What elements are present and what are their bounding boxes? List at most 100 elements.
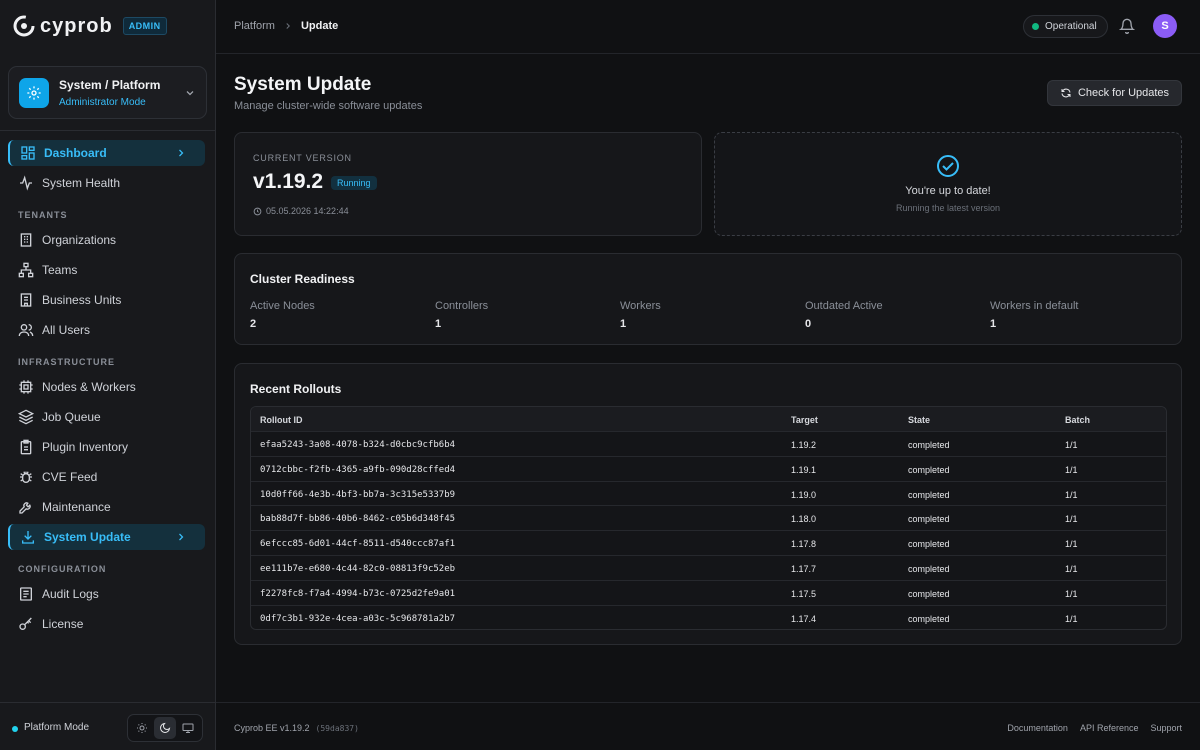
rollout-batch: 1/1 [1065, 613, 1078, 624]
support-link[interactable]: Support [1150, 723, 1182, 733]
sidebar-item-system-health[interactable]: System Health [8, 170, 205, 196]
current-version-number: v1.19.2 [253, 170, 324, 193]
sidebar-item-cve-feed[interactable]: CVE Feed [8, 464, 205, 490]
sidebar-item-business-units[interactable]: Business Units [8, 287, 205, 313]
sidebar-item-teams[interactable]: Teams [8, 257, 205, 283]
sidebar-item-system-update[interactable]: System Update [8, 524, 205, 550]
current-version-card: CURRENT VERSION v1.19.2 Running 05.05.20… [234, 132, 702, 236]
sidebar: cyprob ADMIN System / Platform Administr… [0, 0, 216, 750]
table-row[interactable]: f2278fc8-f7a4-4994-b73c-0725d2fe9a01 1.17… [251, 579, 1166, 605]
table-row[interactable]: 6efccc85-6d01-44cf-8511-d540ccc87af1 1.17… [251, 530, 1166, 555]
documentation-link[interactable]: Documentation [1007, 723, 1068, 733]
sidebar-item-nodes-workers[interactable]: Nodes & Workers [8, 374, 205, 400]
dark-theme-button[interactable] [154, 717, 176, 739]
column-header[interactable]: State [908, 415, 931, 425]
refresh-icon [1061, 88, 1071, 98]
cluster-readiness-title: Cluster Readiness [250, 272, 355, 286]
rollout-batch: 1/1 [1065, 588, 1078, 599]
sidebar-item-label: All Users [42, 323, 91, 337]
footer-hash: (59da837) [315, 724, 359, 733]
sidebar-item-all-users[interactable]: All Users [8, 317, 205, 343]
stat-workers-in-default: Workers in default 1 [990, 300, 1078, 330]
breadcrumb: Platform Update [234, 20, 338, 32]
sidebar-item-label: Audit Logs [42, 587, 99, 601]
up-to-date-card: You're up to date! Running the latest ve… [714, 132, 1182, 236]
rollout-id: 0712cbbc-f2fb-4365-a9fb-090d28cffed4 [260, 464, 456, 475]
rollout-state: completed [908, 514, 950, 525]
clipboard-icon [20, 439, 32, 455]
breadcrumb-parent[interactable]: Platform [234, 20, 275, 32]
building-icon [20, 233, 32, 247]
sidebar-item-maintenance[interactable]: Maintenance [8, 494, 205, 520]
cluster-readiness-card: Cluster Readiness Active Nodes 2 Control… [234, 253, 1182, 345]
sidebar-item-label: Business Units [42, 293, 122, 307]
sidebar-item-job-queue[interactable]: Job Queue [8, 404, 205, 430]
timestamp-text: 05.05.2026 14:22:44 [266, 206, 349, 216]
table-row[interactable]: 0712cbbc-f2fb-4365-a9fb-090d28cffed4 1.19… [251, 455, 1166, 481]
column-header[interactable]: Batch [1065, 415, 1091, 425]
users-icon [18, 324, 34, 337]
sidebar-item-label: Dashboard [44, 146, 107, 160]
check-for-updates-button[interactable]: Check for Updates [1047, 80, 1182, 106]
stat-label: Workers in default [990, 300, 1079, 312]
table-row[interactable]: bab88d7f-bb86-40b6-8462-c05b6d348f45 1.18… [251, 505, 1166, 530]
rollouts-table: Rollout ID Target State Batch efaa5243-3… [250, 406, 1167, 631]
column-header[interactable]: Target [791, 415, 818, 425]
status-label: Operational [1045, 21, 1097, 32]
stat-label: Outdated Active [805, 300, 883, 312]
current-version-label: CURRENT VERSION [253, 153, 352, 163]
rollout-batch: 1/1 [1065, 514, 1078, 525]
rollout-id: bab88d7f-bb86-40b6-8462-c05b6d348f45 [260, 514, 456, 525]
brand[interactable]: cyprob ADMIN [12, 14, 167, 38]
sidebar-item-label: System Health [42, 176, 121, 190]
rollout-state: completed [908, 588, 950, 599]
sidebar-item-label: System Update [44, 530, 131, 544]
rollout-target: 1.18.0 [791, 514, 817, 525]
mode-label: Platform Mode [24, 722, 90, 733]
sidebar-item-label: CVE Feed [42, 470, 98, 484]
check-circle-icon [937, 155, 959, 177]
sidebar-item-label: Teams [42, 263, 78, 277]
rollout-state: completed [908, 440, 950, 450]
wrench-icon [19, 502, 31, 514]
stat-value: 1 [990, 318, 997, 330]
table-row[interactable]: 0df7c3b1-932e-4cea-a03c-5c968781a2b7 1.17… [251, 604, 1166, 630]
rollout-target: 1.19.2 [791, 440, 817, 450]
sidebar-item-license[interactable]: License [8, 611, 205, 637]
column-header[interactable]: Rollout ID [260, 415, 303, 425]
rollout-target: 1.19.0 [791, 489, 817, 500]
table-row[interactable]: ee111b7e-e680-4c44-82c0-08813f9c52eb 1.17… [251, 554, 1166, 580]
page-footer: Cyprob EE v1.19.2 (59da837) Documentation… [216, 702, 1200, 750]
recent-rollouts-title: Recent Rollouts [250, 382, 342, 396]
table-row[interactable]: efaa5243-3a08-4078-b324-d0cbc9cfb6b4 1.19… [251, 431, 1166, 456]
avatar[interactable]: S [1153, 14, 1177, 38]
clock-icon [253, 207, 262, 215]
sidebar-item-dashboard[interactable]: Dashboard [8, 140, 205, 166]
dashboard-icon [21, 146, 35, 160]
sidebar-item-organizations[interactable]: Organizations [8, 227, 205, 253]
rollout-batch: 1/1 [1065, 489, 1078, 500]
breadcrumb-current: Update [300, 20, 339, 32]
context-switcher[interactable]: System / Platform Administrator Mode [8, 66, 207, 119]
brand-name: cyprob [40, 14, 113, 37]
key-icon [19, 617, 32, 630]
sidebar-item-label: License [42, 617, 84, 631]
sidebar-item-plugin-inventory[interactable]: Plugin Inventory [8, 434, 205, 460]
bell-icon[interactable] [1119, 18, 1135, 34]
version-timestamp: 05.05.2026 14:22:44 [253, 206, 349, 216]
bug-icon [20, 471, 32, 483]
sidebar-item-audit-logs[interactable]: Audit Logs [8, 581, 205, 607]
section-header-tenants: TENANTS [18, 210, 68, 220]
status-badge[interactable]: Operational [1023, 15, 1108, 38]
api-reference-link[interactable]: API Reference [1079, 723, 1139, 733]
chevron-right-icon [179, 533, 184, 541]
system-theme-button[interactable] [178, 717, 199, 739]
page-title: System Update [234, 74, 372, 95]
rollout-target: 1.17.7 [791, 563, 817, 574]
rollout-id: 0df7c3b1-932e-4cea-a03c-5c968781a2b7 [260, 613, 456, 624]
rollout-batch: 1/1 [1065, 539, 1078, 550]
table-row[interactable]: 10d0ff66-4e3b-4bf3-bb7a-3c315e5337b9 1.19… [251, 480, 1166, 506]
light-theme-button[interactable] [131, 717, 152, 739]
activity-icon [20, 175, 32, 191]
